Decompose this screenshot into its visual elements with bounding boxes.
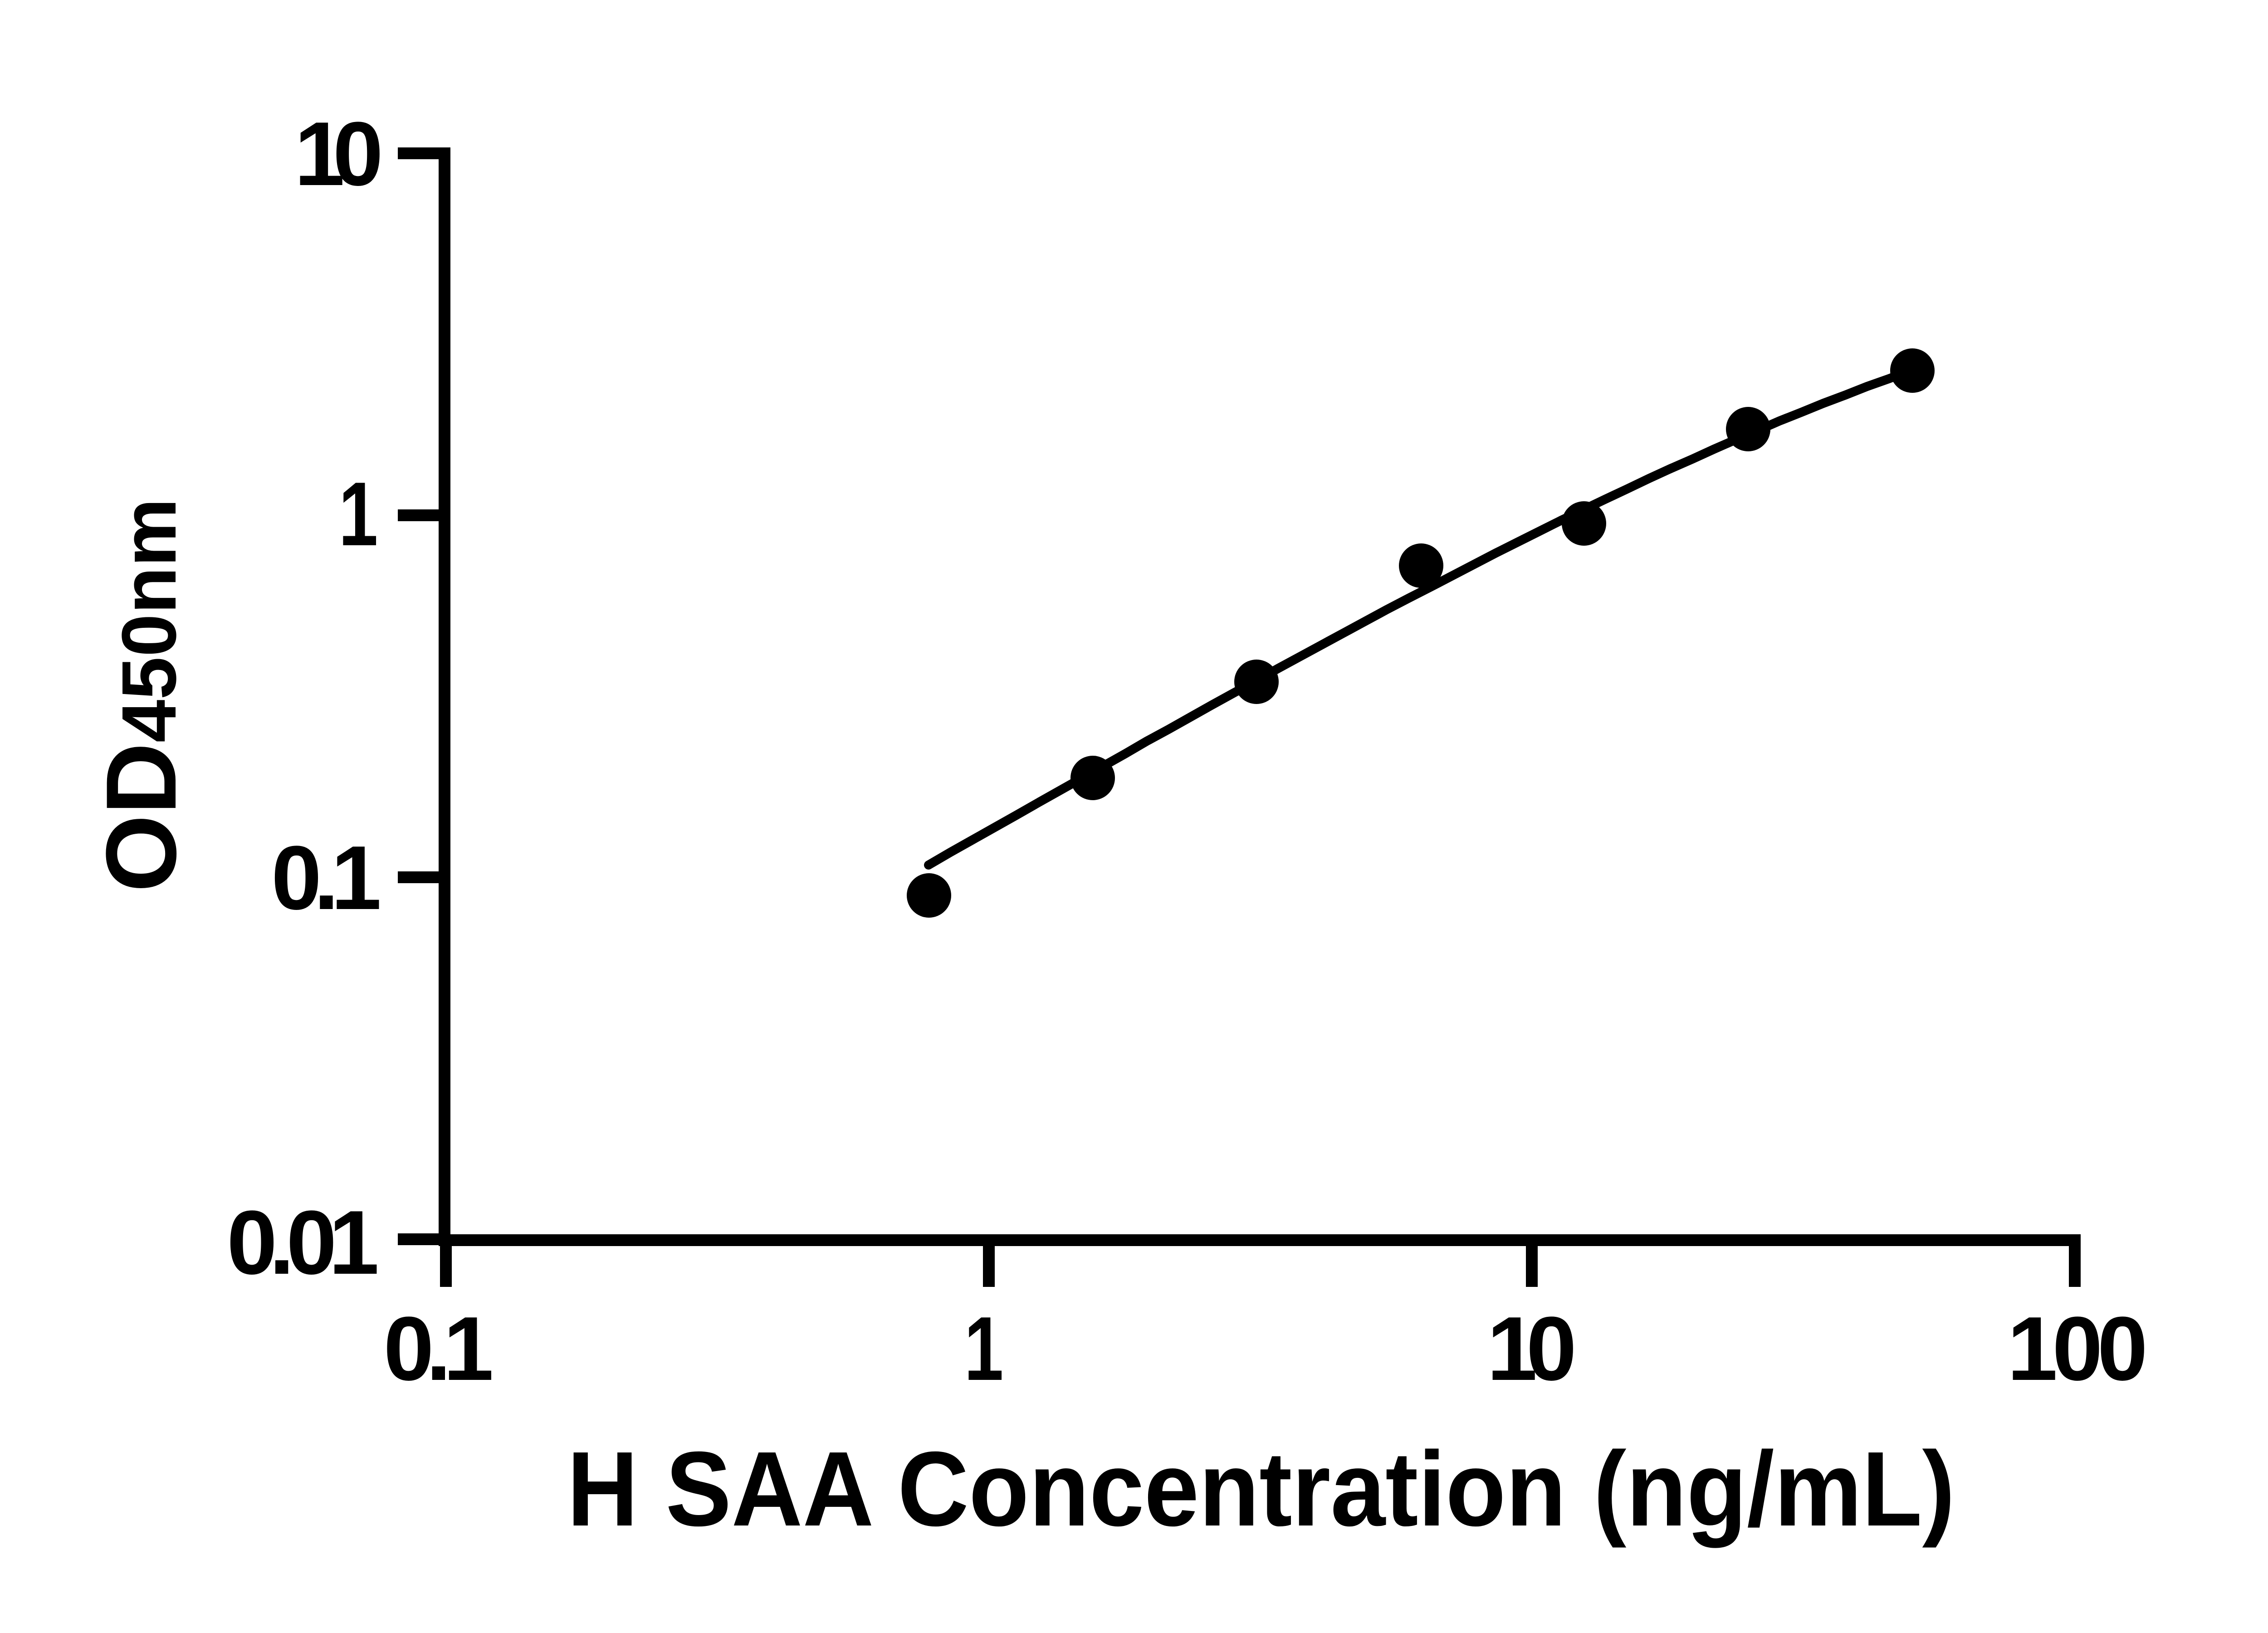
svg-text:10: 10 — [294, 103, 383, 205]
svg-text:0.1: 0.1 — [384, 1298, 494, 1399]
svg-text:100: 100 — [2007, 1298, 2148, 1399]
svg-text:0.1: 0.1 — [271, 827, 381, 929]
svg-text:10: 10 — [1487, 1298, 1577, 1399]
svg-text:OD450nm: OD450nm — [85, 498, 197, 892]
svg-text:1: 1 — [339, 464, 378, 565]
svg-text:0.01: 0.01 — [227, 1192, 379, 1293]
svg-text:1: 1 — [964, 1298, 1004, 1399]
svg-text:H SAA Concentration (ng/mL): H SAA Concentration (ng/mL) — [567, 1429, 1955, 1548]
